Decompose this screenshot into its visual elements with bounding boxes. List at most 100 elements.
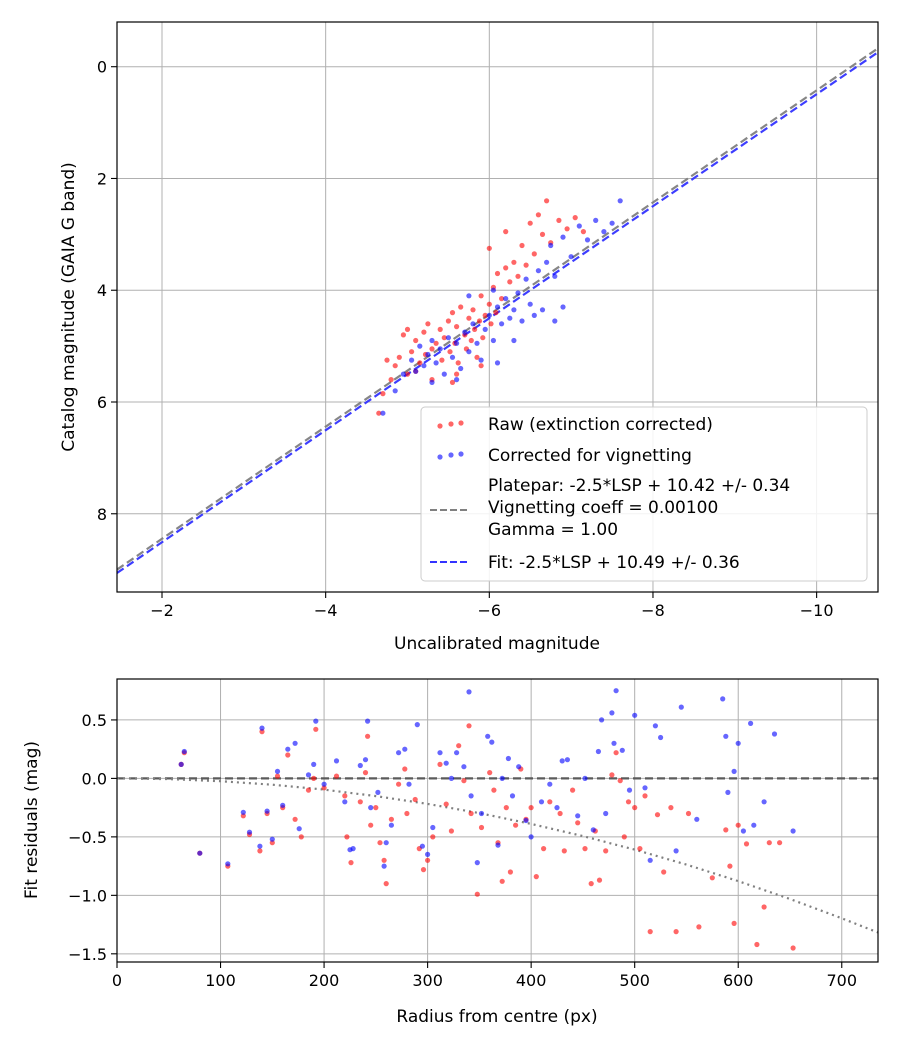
data-point (647, 929, 653, 935)
data-point (547, 781, 553, 787)
data-point (259, 725, 265, 731)
data-point (257, 848, 263, 854)
data-point (419, 843, 425, 849)
data-point (313, 726, 319, 732)
data-point (678, 704, 684, 710)
x-tick-label: 600 (723, 971, 754, 990)
data-point (527, 301, 533, 307)
data-point (668, 805, 674, 811)
data-point (720, 696, 726, 702)
data-point (430, 834, 436, 840)
data-point (505, 755, 511, 762)
data-point (499, 775, 505, 782)
data-point (298, 834, 304, 840)
data-point (470, 321, 476, 327)
data-point (725, 789, 731, 796)
data-point (751, 822, 757, 828)
data-point (429, 346, 435, 352)
legend-platepar-line: Platepar: -2.5*LSP + 10.42 +/- 0.34 (488, 476, 790, 496)
data-point (503, 805, 509, 811)
bottom-axes-frame (116, 678, 879, 963)
data-point (575, 813, 581, 819)
data-point (617, 778, 623, 784)
data-point (404, 326, 411, 332)
data-point (599, 717, 605, 723)
data-point (313, 718, 319, 724)
data-point (499, 296, 505, 302)
data-point (564, 226, 570, 232)
data-point (474, 354, 480, 360)
data-point (462, 329, 468, 335)
data-point (474, 860, 480, 866)
data-point (528, 805, 534, 811)
data-point (466, 349, 472, 355)
x-tick-label: 200 (309, 971, 340, 990)
data-point (580, 229, 587, 235)
data-point (269, 836, 275, 842)
data-point (513, 822, 519, 828)
data-point (466, 723, 472, 729)
data-point (590, 827, 596, 833)
data-point (246, 829, 253, 835)
data-point (673, 929, 679, 935)
data-point (380, 410, 386, 416)
data-point (766, 840, 772, 846)
data-point (445, 318, 451, 324)
legend-raw-label: Raw (extinction corrected) (488, 415, 713, 435)
top-x-axis-label: Uncalibrated magnitude (394, 634, 600, 654)
data-point (454, 371, 460, 377)
y-tick-label: −1.5 (68, 945, 107, 964)
top-y-axis-label: Catalog magnitude (GAIA G band) (59, 162, 79, 452)
data-point (727, 863, 733, 869)
data-point (264, 808, 270, 814)
data-point (468, 337, 474, 344)
data-point (466, 293, 472, 299)
data-point (603, 810, 609, 817)
data-point (625, 799, 632, 805)
data-point (296, 826, 302, 832)
data-point (588, 881, 594, 887)
data-point (474, 340, 480, 346)
data-point (490, 337, 496, 344)
data-point (731, 768, 737, 775)
data-point (723, 733, 729, 739)
data-point (368, 822, 374, 828)
y-tick-label: 2 (97, 169, 107, 188)
data-point (388, 822, 394, 828)
data-point (632, 805, 638, 811)
top-x-ticks: −2 −4 −6 −8 −10 (150, 592, 834, 620)
data-point (425, 857, 431, 863)
y-tick-label: 8 (97, 505, 107, 524)
bottom-y-axis-label: Fit residuals (mag) (22, 741, 42, 899)
data-point (377, 840, 383, 846)
legend-fit-label: Fit: -2.5*LSP + 10.49 +/- 0.36 (488, 553, 740, 573)
data-point (448, 828, 454, 834)
data-point (647, 857, 653, 863)
data-point (617, 198, 623, 204)
data-point (257, 843, 263, 849)
data-point (495, 842, 501, 848)
data-point (240, 809, 246, 815)
data-point (511, 307, 517, 313)
data-point (342, 799, 348, 805)
data-point (344, 834, 350, 840)
data-point (503, 265, 509, 271)
legend-box (420, 406, 868, 582)
data-point (454, 340, 460, 346)
data-point (609, 772, 615, 778)
bottom-x-ticks: 0 100 200 300 400 500 600 700 (112, 962, 857, 990)
data-point (478, 357, 484, 363)
data-point (437, 750, 443, 756)
data-point (425, 351, 431, 358)
data-point (584, 237, 591, 243)
data-point (511, 259, 517, 265)
data-point (554, 805, 560, 811)
data-point (383, 881, 389, 887)
data-point (507, 869, 513, 875)
y-tick-label: 4 (97, 281, 107, 300)
data-point (458, 304, 464, 310)
data-point (447, 349, 453, 355)
data-point (582, 775, 588, 782)
data-point (515, 273, 521, 279)
data-point (449, 310, 456, 316)
